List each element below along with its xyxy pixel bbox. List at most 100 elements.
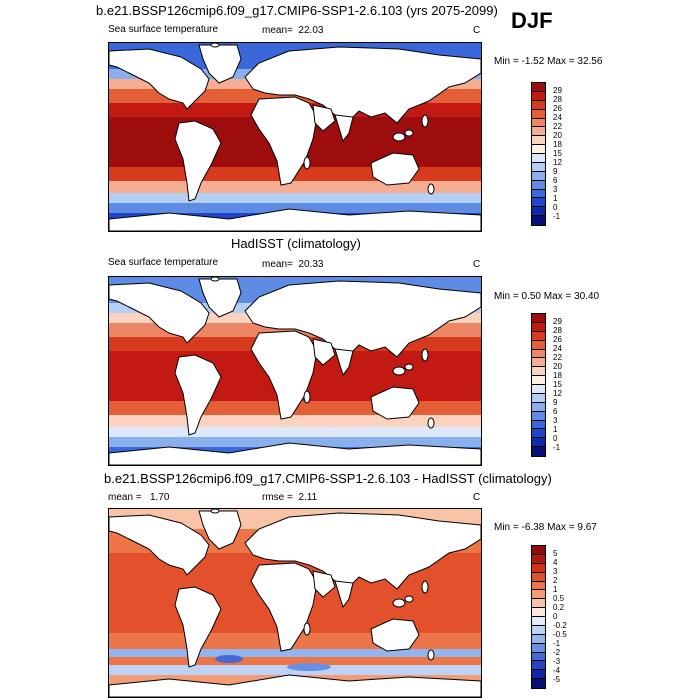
colorbar-tick-label: 2 xyxy=(553,576,558,585)
colorbar-swatch xyxy=(532,100,545,110)
colorbar-swatch xyxy=(532,367,545,377)
colorbar-tick-label: 4 xyxy=(553,558,558,567)
island-landmass xyxy=(421,114,429,128)
colorbar-tick-label: 1 xyxy=(553,585,558,594)
colorbar-tick-label: -4 xyxy=(553,666,561,675)
colorbar-swatch xyxy=(532,118,545,128)
panel3-rmse-label: rmse = xyxy=(262,492,293,503)
colorbar-swatch xyxy=(532,546,545,555)
panel3-minmax: Min = -6.38 Max = 9.67 xyxy=(494,522,597,533)
colorbar-tick-label: 28 xyxy=(553,95,562,104)
colorbar-swatch xyxy=(532,340,545,350)
australia-landmass xyxy=(370,618,420,652)
panel1-mean-value: 22.03 xyxy=(298,25,324,36)
colorbar-swatch xyxy=(532,411,545,421)
panel2-max-label: Max = xyxy=(543,291,572,302)
colorbar-swatch xyxy=(532,162,545,172)
colorbar-tick-label: -1 xyxy=(553,212,561,221)
colorbar-tick-label: 20 xyxy=(553,362,562,371)
panel1-min-value: -1.52 xyxy=(521,56,545,67)
island-landmass xyxy=(427,417,435,429)
colorbar-tick-label: 0 xyxy=(553,203,558,212)
colorbar-swatch xyxy=(532,679,545,688)
field-band xyxy=(109,193,481,203)
island-landmass xyxy=(392,598,406,608)
colorbar-tick-label: 24 xyxy=(553,113,562,122)
island-landmass xyxy=(303,390,311,404)
colorbar-swatch xyxy=(532,438,545,448)
colorbar-tick-label: 15 xyxy=(553,380,562,389)
anomaly-patch xyxy=(287,663,331,671)
greenland-landmass xyxy=(198,278,242,318)
panel3-mean-label: mean = xyxy=(108,492,142,503)
colorbar-tick-label: 0 xyxy=(553,612,558,621)
colorbar-swatch xyxy=(532,331,545,341)
colorbar-swatch xyxy=(532,420,545,430)
colorbar-tick-label: -5 xyxy=(553,675,561,684)
panel2-map xyxy=(108,276,482,466)
colorbar-tick-label: 12 xyxy=(553,389,562,398)
colorbar-tick-label: 20 xyxy=(553,131,562,140)
antarctica-landmass xyxy=(109,442,481,465)
colorbar-swatch xyxy=(532,572,545,582)
india-landmass xyxy=(334,580,354,609)
colorbar-swatch xyxy=(532,670,545,680)
colorbar-swatch xyxy=(532,554,545,564)
colorbar-swatch xyxy=(532,109,545,119)
panel2-mean: mean= 20.33 xyxy=(262,259,323,270)
panel3-min-label: Min = xyxy=(494,522,519,533)
antarctica-landmass xyxy=(109,208,481,231)
island-landmass xyxy=(427,649,435,661)
colorbar-tick-label: 3 xyxy=(553,567,558,576)
north-america-landmass xyxy=(109,514,210,576)
colorbar-swatch xyxy=(532,127,545,137)
panel1-max-value: 32.56 xyxy=(577,56,603,67)
colorbar-swatch xyxy=(532,322,545,332)
colorbar-swatch xyxy=(532,145,545,154)
africa-landmass xyxy=(250,562,318,652)
colorbar-tick-label: -2 xyxy=(553,648,561,657)
field-band xyxy=(109,181,481,193)
panel2-colorbar xyxy=(531,313,546,457)
colorbar-swatch xyxy=(532,617,545,626)
india-landmass xyxy=(334,348,354,377)
panel1-units: C xyxy=(473,25,481,36)
colorbar-tick-label: -1 xyxy=(553,639,561,648)
island-landmass xyxy=(404,129,414,137)
arabia-landmass xyxy=(312,104,336,132)
colorbar-tick-label: 18 xyxy=(553,140,562,149)
colorbar-swatch xyxy=(532,447,545,456)
colorbar-tick-label: 0 xyxy=(553,434,558,443)
field-band xyxy=(109,649,481,657)
panel3-title: b.e21.BSSP126cmip6.f09_g17.CMIP6-SSP1-2.… xyxy=(104,471,552,486)
colorbar-swatch xyxy=(532,634,545,644)
colorbar-tick-label: 3 xyxy=(553,416,558,425)
panel3-rmse-value: 2.11 xyxy=(298,492,318,503)
colorbar-swatch xyxy=(532,216,545,225)
colorbar-swatch xyxy=(532,599,545,609)
panel3-map xyxy=(108,508,482,698)
colorbar-swatch xyxy=(532,563,545,573)
colorbar-tick-label: 15 xyxy=(553,149,562,158)
island-landmass xyxy=(210,509,220,514)
europe-asia-landmass xyxy=(244,280,481,358)
season-label: DJF xyxy=(511,8,553,33)
island-landmass xyxy=(421,580,429,594)
colorbar-swatch xyxy=(532,402,545,412)
colorbar-swatch xyxy=(532,608,545,617)
africa-landmass xyxy=(250,96,318,186)
panel1-mean-label: mean= xyxy=(262,25,293,36)
panel2-max-value: 30.40 xyxy=(574,291,600,302)
colorbar-swatch xyxy=(532,189,545,199)
colorbar-swatch xyxy=(532,376,545,385)
island-landmass xyxy=(392,366,406,376)
panel1-title: b.e21.BSSP126cmip6.f09_g17.CMIP6-SSP1-2.… xyxy=(96,3,498,18)
island-landmass xyxy=(392,132,406,142)
field-band xyxy=(109,427,481,437)
colorbar-tick-label: 6 xyxy=(553,407,558,416)
island-landmass xyxy=(303,156,311,170)
colorbar-tick-label: 26 xyxy=(553,335,562,344)
island-landmass xyxy=(303,622,311,636)
island-landmass xyxy=(404,363,414,371)
panel3-units: C xyxy=(473,492,481,503)
